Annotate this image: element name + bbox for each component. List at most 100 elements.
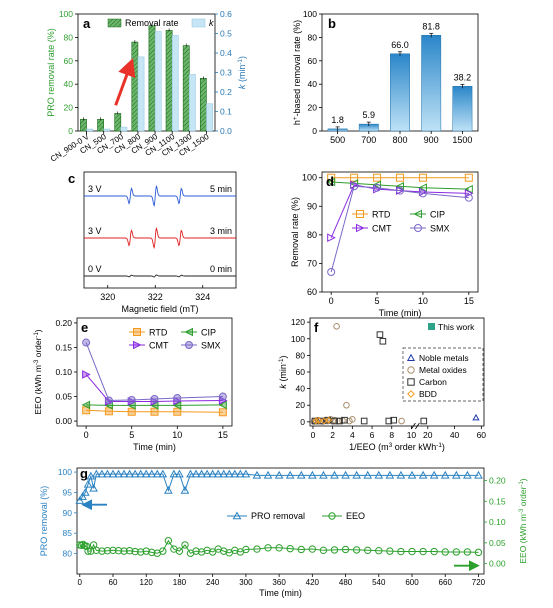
- series-marker: [330, 546, 339, 554]
- y-tick-label: 60: [308, 56, 318, 66]
- series-marker: [172, 401, 182, 410]
- scatter-point: [325, 416, 333, 424]
- x-tick-label: 0: [78, 578, 83, 587]
- y2-tick-label: 0.0: [220, 126, 232, 136]
- series-marker: [152, 469, 162, 478]
- series-marker: [180, 485, 190, 494]
- series-marker: [296, 470, 306, 479]
- series-marker: [82, 370, 91, 379]
- series-marker: [263, 470, 273, 479]
- series-marker: [286, 544, 294, 553]
- series-marker: [464, 173, 473, 182]
- series-marker: [418, 173, 427, 182]
- series-marker: [82, 542, 91, 550]
- x-tick-label: 0: [84, 430, 89, 440]
- x-tick-label: 60: [477, 430, 487, 440]
- series-marker: [241, 469, 251, 478]
- x-axis-title: Magnetic field (mT): [121, 304, 198, 314]
- x-tick-label: 5: [375, 296, 380, 306]
- series-marker: [275, 544, 283, 552]
- series-marker: [364, 546, 372, 555]
- x-axis-title: Time (min): [259, 588, 302, 598]
- series-marker: [418, 470, 428, 479]
- series-marker: [86, 471, 96, 480]
- x-tick-label: 660: [439, 578, 453, 587]
- series-marker: [297, 545, 305, 554]
- series-marker: [202, 469, 212, 478]
- legend-swatch-removal: [107, 18, 122, 28]
- x-tick-label: 720: [472, 578, 486, 587]
- x-tick-label: 15: [464, 296, 474, 306]
- scatter-point: [376, 331, 384, 338]
- series-marker: [374, 470, 384, 479]
- axis-break: [415, 422, 420, 430]
- x-tick-label: 540: [372, 578, 386, 587]
- panel-e: 0 5 10 15 0.00 0.05 0.10 0.15 0.20 Time (min) EEO …: [33, 317, 233, 452]
- y-tick-label: 80: [308, 32, 318, 42]
- series-marker: [396, 186, 404, 195]
- series-marker: [147, 469, 157, 478]
- series-marker: [252, 470, 262, 479]
- legend-label-removal: Removal rate: [125, 18, 179, 28]
- series-marker: [327, 233, 336, 243]
- y-tick-label: 80: [64, 32, 74, 42]
- legend-label: PRO removal: [251, 511, 305, 521]
- x-tick-label: 320: [100, 292, 115, 302]
- x-tick-label: 480: [339, 578, 353, 587]
- y-axis-title: EEO (kWh m-3 order-1): [33, 329, 43, 414]
- y2-tick-label: 0.2: [220, 87, 232, 97]
- series-marker: [236, 469, 245, 478]
- axis-title-part: k: [278, 384, 288, 389]
- scatter-point: [312, 417, 320, 425]
- panel-f: 0 2 4 6 8 10 20 40 60 0 20 40 60 80 100 120 1/EEO (m3 or…: [278, 317, 487, 452]
- y-tick-label: 0.00: [55, 416, 72, 426]
- series-marker: [89, 483, 98, 492]
- y-tick-label: 60: [296, 367, 306, 377]
- series-marker: [264, 544, 272, 552]
- series-marker: [192, 547, 200, 555]
- legend-label: BDD: [419, 389, 437, 399]
- scatter-point: [315, 417, 323, 425]
- series-marker: [429, 470, 439, 479]
- series-marker: [319, 470, 328, 479]
- series-marker: [173, 394, 182, 403]
- bar-k: [189, 74, 196, 132]
- y-tick-label: 90: [307, 201, 317, 211]
- series-line: [79, 473, 479, 501]
- y-tick-label: 20: [296, 400, 306, 410]
- series-line: [330, 184, 469, 238]
- x-tick-label: 10: [407, 430, 417, 440]
- y2-tick-label: 0.10: [489, 517, 506, 527]
- series-marker: [136, 548, 145, 556]
- bar: [452, 86, 473, 132]
- y-tick-label: 0.20: [55, 318, 72, 328]
- scatter-point: [341, 416, 348, 424]
- series-marker: [418, 189, 427, 198]
- series-marker: [350, 182, 359, 191]
- y-tick-label: 100: [291, 334, 305, 344]
- bar-removal: [182, 45, 190, 132]
- series-marker: [319, 546, 328, 555]
- value-label: 66.0: [391, 40, 409, 50]
- legend-label: CMT: [372, 224, 392, 234]
- bar: [421, 35, 442, 132]
- y-tick-label: 40: [308, 79, 318, 89]
- legend-label-k: k: [209, 18, 214, 28]
- x-axis-title: 1/EEO (m3 order kWh-1): [349, 442, 445, 453]
- series-marker: [218, 392, 227, 401]
- axis-title-part: h: [292, 120, 302, 125]
- y-tick-label: 80: [63, 549, 73, 559]
- series-marker: [464, 184, 473, 194]
- y2-tick-label: 0.3: [220, 68, 232, 78]
- series-marker: [230, 469, 240, 478]
- bar-removal: [165, 30, 173, 132]
- bar-k: [137, 56, 145, 132]
- panel-letter-g: g: [80, 466, 88, 481]
- x-tick-label: 15: [218, 430, 228, 440]
- series-marker: [148, 548, 156, 557]
- legend-label: Noble metals: [419, 353, 469, 363]
- axis-title-part: ): [33, 329, 43, 332]
- series-marker: [219, 469, 229, 478]
- y-tick-label: 100: [59, 9, 73, 19]
- y-tick-label: 95: [63, 487, 73, 497]
